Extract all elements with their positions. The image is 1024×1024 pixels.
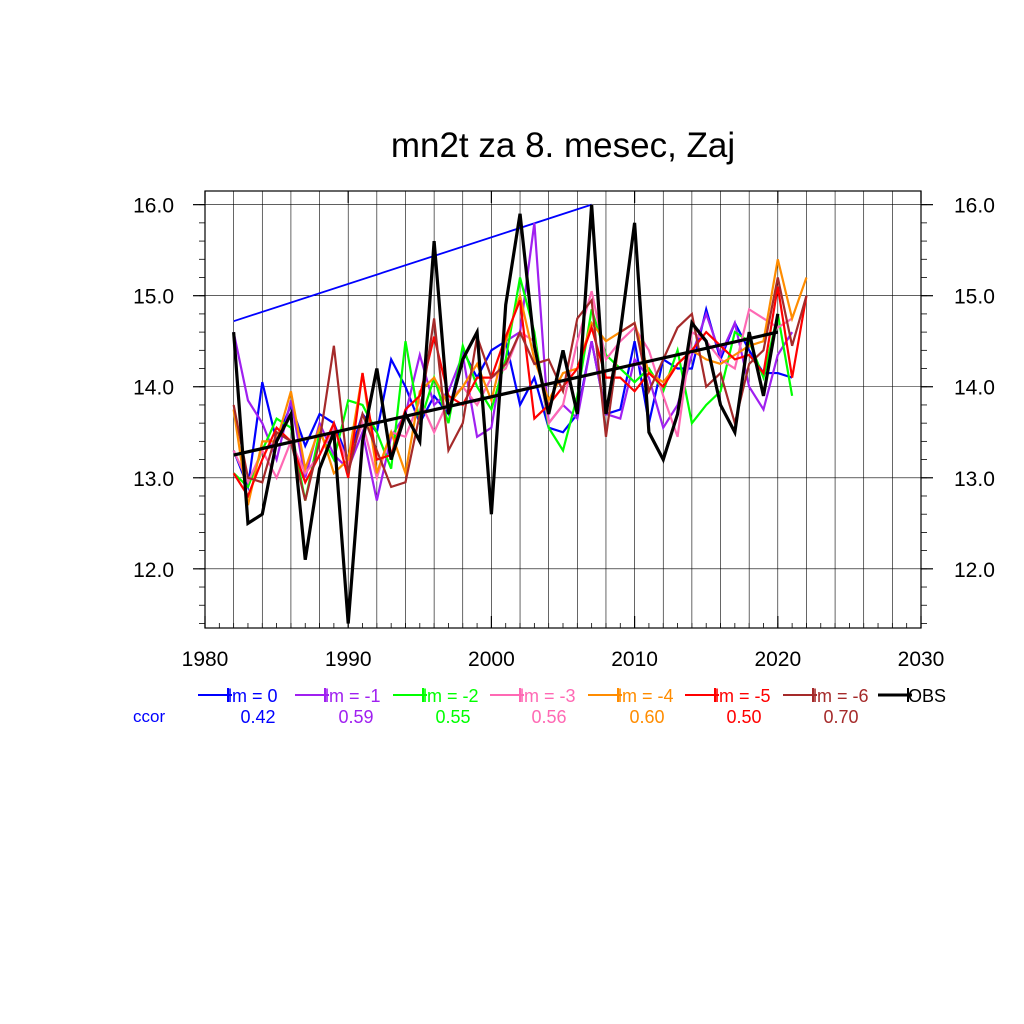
- y-tick-label-left: 16.0: [133, 195, 174, 218]
- axes: 1980 1990 2000 2010 2020 2030 12.0 12.0 13.0 13.0…: [133, 191, 995, 671]
- legend-ccor-6: 0.70: [823, 707, 858, 727]
- grid: [205, 191, 921, 628]
- legend-label-3: lm = -3: [520, 686, 576, 706]
- legend-ccor-3: 0.56: [531, 707, 566, 727]
- legend-label-1: lm = -1: [325, 686, 381, 706]
- y-tick-label-left: 12.0: [133, 559, 174, 582]
- series-line-7: [232, 204, 780, 624]
- legend-ccor-2: 0.55: [435, 707, 470, 727]
- x-tick-label: 1990: [325, 648, 372, 671]
- y-tick-label-right: 13.0: [954, 468, 995, 491]
- y-tick-label-left: 15.0: [133, 286, 174, 309]
- y-tick-label-right: 16.0: [954, 195, 995, 218]
- x-tick-label: 2030: [898, 648, 945, 671]
- legend-ccor-5: 0.50: [726, 707, 761, 727]
- legend-label-2: lm = -2: [423, 686, 479, 706]
- legend-ccor-0: 0.42: [240, 707, 275, 727]
- trend-line: [233, 330, 779, 457]
- chart-title: mn2t za 8. mesec, Zaj: [391, 126, 735, 165]
- series-line-2: [232, 277, 794, 501]
- x-tick-label: 2010: [611, 648, 658, 671]
- series-line-0: [232, 305, 793, 492]
- series-layer: [232, 203, 808, 624]
- legend-ccor-1: 0.59: [338, 707, 373, 727]
- blue-segment-line: [233, 203, 592, 323]
- legend-label-5: lm = -5: [715, 686, 771, 706]
- legend-label-0: lm = 0: [228, 686, 278, 706]
- legend-ccor-4: 0.60: [629, 707, 664, 727]
- series-line-6: [232, 277, 808, 501]
- legend-label-4: lm = -4: [618, 686, 674, 706]
- legend-label-6: lm = -6: [813, 686, 869, 706]
- y-tick-label-right: 14.0: [954, 377, 995, 400]
- x-tick-label: 2000: [468, 648, 515, 671]
- x-tick-label: 1980: [182, 648, 229, 671]
- y-tick-label-left: 14.0: [133, 377, 174, 400]
- x-tick-label: 2020: [754, 648, 801, 671]
- y-tick-label-left: 13.0: [133, 468, 174, 491]
- y-tick-label-right: 15.0: [954, 286, 995, 309]
- ccor-label: ccor: [133, 707, 165, 726]
- plot-frame: [204, 190, 922, 629]
- y-tick-label-right: 12.0: [954, 559, 995, 582]
- legend-label-7: OBS: [908, 686, 946, 706]
- legend: ccor lm = 00.42 lm = -10.59 lm = -20.55 lm =…: [133, 686, 946, 727]
